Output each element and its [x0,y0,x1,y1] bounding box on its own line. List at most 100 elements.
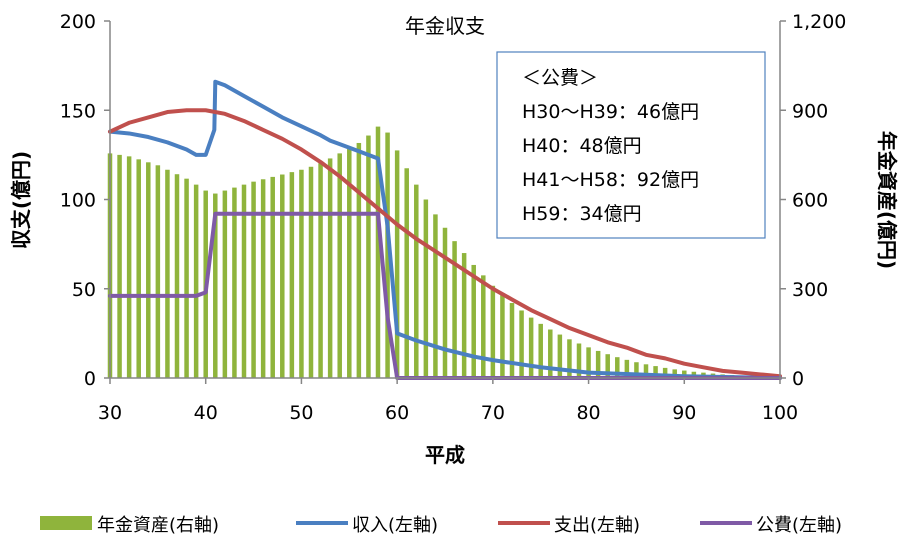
x-tick-label: 60 [385,402,409,424]
asset-bar [222,190,228,378]
asset-bar [375,126,381,378]
asset-bar [586,347,591,378]
asset-bar [605,354,610,378]
asset-bar [414,184,419,379]
x-tick-label: 90 [672,402,696,424]
y-left-ticks: 0 50 100 150 200 [60,11,110,390]
y-left-axis-title: 収支(億円) [9,151,33,249]
asset-bar [548,329,553,378]
asset-bar [576,343,582,378]
asset-bar [232,187,237,378]
asset-bar [461,253,467,378]
asset-bar [289,172,295,378]
note-line: ＜公費＞ [522,67,598,89]
income-line [108,79,782,380]
note-line: H30～H39：46億円 [522,101,699,123]
legend: 年金資産(右軸) 収入(左軸) 支出(左軸) 公費(左軸) [40,515,842,536]
asset-bar [567,339,572,378]
legend-label-assets: 年金資産(右軸) [97,515,219,536]
asset-bar [672,369,677,378]
legend-label-expense: 支出(左軸) [554,515,640,536]
legend-label-public: 公費(左軸) [756,515,842,536]
asset-bar [500,294,505,378]
asset-bar [662,367,668,378]
y-right-axis-title: 年金資産(億円) [875,131,899,269]
note-line: H41～H58：92億円 [522,169,699,191]
y-left-tick-label: 200 [60,11,96,33]
asset-bar [241,184,247,379]
asset-bar [308,166,314,378]
asset-bar [184,178,189,378]
legend-label-income: 収入(左軸) [352,515,438,536]
y-right-tick-label: 900 [792,100,828,122]
x-axis-title: 平成 [425,443,465,467]
note-line: H40：48億円 [522,135,642,157]
series-lines [108,79,782,380]
asset-bar [117,154,122,379]
x-tick-label: 40 [194,402,218,424]
asset-bar [519,310,524,378]
y-left-tick-label: 150 [60,100,96,122]
legend-swatch-assets [40,516,92,530]
asset-bar [653,366,658,378]
y-right-tick-label: 600 [792,190,828,212]
asset-bar [251,181,256,378]
x-tick-label: 80 [576,402,600,424]
chart-title: 年金収支 [405,14,485,38]
asset-bar [538,323,543,378]
asset-bar [337,153,342,378]
asset-bar [270,176,275,378]
asset-bar [624,359,630,378]
public-funding-line [108,211,782,380]
asset-bar [385,132,390,378]
asset-bar [327,158,333,378]
asset-bar [528,317,534,378]
asset-bar [213,193,218,378]
asset-bar [356,142,362,378]
asset-bar [366,135,371,378]
y-right-tick-label: 1,200 [792,11,846,33]
y-right-tick-label: 300 [792,279,828,301]
y-left-tick-label: 100 [60,190,96,212]
x-tick-label: 50 [289,402,313,424]
asset-bar [155,165,161,378]
asset-bar [509,303,515,378]
y-left-tick-label: 0 [84,368,96,390]
asset-bar [423,199,429,378]
asset-bar [404,168,409,378]
y-right-ticks: 0 300 600 900 1,200 [780,11,846,390]
asset-bar [165,169,170,378]
asset-bar [634,362,639,378]
asset-bar [260,179,266,378]
asset-bar [136,159,141,378]
asset-bar [595,350,601,378]
asset-bar [146,162,151,378]
x-tick-label: 100 [762,402,798,424]
x-tick-label: 70 [481,402,505,424]
asset-bars [107,126,783,379]
asset-bar [433,214,438,379]
asset-bar [347,148,352,378]
asset-bar [490,285,496,378]
asset-bar [394,150,400,378]
note-box-frame [496,51,766,239]
asset-bar [126,156,132,378]
asset-bar [318,163,323,378]
y-left-tick-label: 50 [72,279,96,301]
note-box: ＜公費＞ H30～H39：46億円 H40：48億円 H41～H58：92億円 … [496,51,766,239]
asset-bar [643,364,649,378]
asset-bar [442,227,448,378]
expense-line [108,108,782,379]
asset-bar [471,264,476,378]
x-tick-label: 30 [98,402,122,424]
asset-bar [481,275,486,378]
asset-bar [174,174,180,378]
asset-bar [557,334,563,378]
x-ticks: 30 40 50 60 70 80 90 100 [98,378,798,424]
note-line: H59：34億円 [522,203,642,225]
asset-bar [452,241,457,378]
y-right-tick-label: 0 [792,368,804,390]
asset-bar [193,184,199,379]
asset-bar [615,357,620,378]
